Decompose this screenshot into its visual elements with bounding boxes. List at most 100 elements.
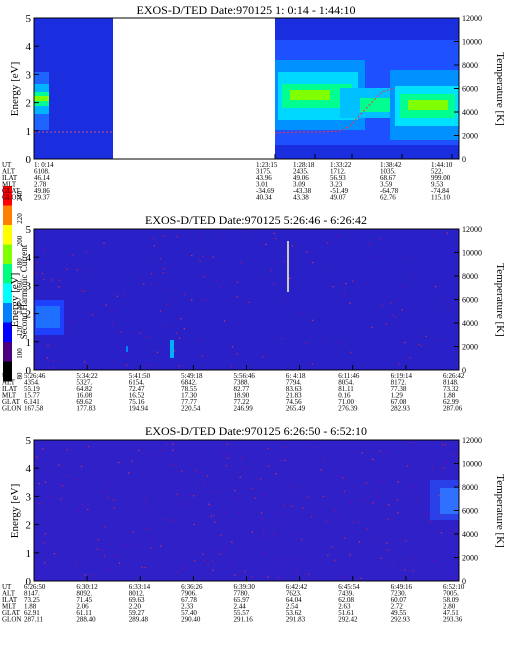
noise-speck <box>223 511 225 513</box>
noise-speck <box>150 273 153 275</box>
noise-speck <box>251 487 253 489</box>
table-cell: 49.55 <box>391 609 407 617</box>
table-cell: 2.80 <box>443 603 456 611</box>
table-cell: 77.22 <box>234 398 250 406</box>
table-cell: 64.82 <box>76 385 92 393</box>
colorbar-label: Second Harmonic Current <box>19 244 29 339</box>
noise-speck <box>235 497 237 499</box>
panel-1-yticks-right: 0 2000 4000 6000 8000 10000 12000 <box>454 14 482 164</box>
noise-speck <box>227 457 229 459</box>
noise-speck <box>239 505 241 507</box>
table-row-label: UT <box>2 161 12 169</box>
table-row-label: MLT <box>2 392 17 400</box>
noise-speck <box>241 457 243 459</box>
noise-speck <box>199 339 201 341</box>
table-row-label: UT <box>2 372 12 380</box>
noise-speck <box>207 563 209 566</box>
ytick-label: 5 <box>26 13 32 25</box>
table-cell: 1: 0:14 <box>34 161 54 169</box>
noise-speck <box>239 476 241 478</box>
noise-speck <box>381 480 383 482</box>
noise-speck <box>220 450 222 452</box>
noise-speck <box>284 446 287 448</box>
noise-speck <box>334 559 336 561</box>
noise-speck <box>207 503 210 505</box>
noise-speck <box>103 242 105 244</box>
noise-speck <box>172 443 174 445</box>
table-row-label: MLT <box>2 603 17 611</box>
noise-speck <box>241 231 244 233</box>
ytick-label: 0 <box>26 576 32 588</box>
panel-2-ylabel: Energy [eV] <box>9 273 21 327</box>
table-cell: 67.08 <box>391 398 407 406</box>
noise-speck <box>289 277 291 279</box>
table-cell: 6:39:30 <box>234 583 256 591</box>
table-cell: 1:28:18 <box>293 161 315 169</box>
noise-speck <box>282 513 284 515</box>
table-cell: 5327. <box>76 379 92 387</box>
noise-speck <box>301 538 303 540</box>
table-cell: 15.77 <box>24 392 40 400</box>
table-cell: 293.36 <box>443 616 463 624</box>
noise-speck <box>211 549 213 551</box>
table-cell: 1.29 <box>391 392 404 400</box>
noise-speck <box>417 500 420 502</box>
noise-speck <box>42 448 44 450</box>
table-cell: 8147. <box>24 590 40 598</box>
noise-speck <box>97 548 99 550</box>
noise-speck <box>447 306 449 308</box>
table-cell: 43.38 <box>293 194 309 202</box>
panel-2-title: EXOS-D/TED Date:970125 5:26:46 - 6:26:42 <box>145 213 367 227</box>
noise-speck <box>375 492 377 494</box>
noise-speck <box>236 281 238 284</box>
noise-speck <box>435 285 437 288</box>
table-row-label: GLAT <box>2 609 21 617</box>
table-cell: 71.00 <box>338 398 354 406</box>
noise-speck <box>418 343 420 346</box>
table-row-label: GLAT <box>2 187 21 195</box>
noise-speck <box>67 332 69 334</box>
colorbar-block <box>3 264 12 284</box>
table-cell: 292.93 <box>391 616 411 624</box>
table-cell: 16.52 <box>129 392 145 400</box>
noise-speck <box>41 272 44 275</box>
table-cell: 7906. <box>181 590 197 598</box>
table-cell: 6108. <box>34 168 50 176</box>
noise-speck <box>200 236 202 238</box>
noise-speck <box>357 522 360 524</box>
table-cell: 65.97 <box>234 596 250 604</box>
noise-speck <box>97 538 99 541</box>
table-cell: 62.91 <box>24 609 40 617</box>
ytick-label: 1 <box>26 337 32 349</box>
noise-speck <box>200 471 202 474</box>
ytick-label: 1 <box>26 548 32 560</box>
noise-speck <box>360 577 362 579</box>
table-cell: 6:26:50 <box>24 583 46 591</box>
noise-speck <box>47 344 49 347</box>
ytick-label: 4 <box>26 252 32 264</box>
noise-speck <box>180 318 182 320</box>
table-cell: 3.59 <box>380 181 393 189</box>
noise-speck <box>212 256 214 258</box>
noise-speck <box>386 542 388 544</box>
table-cell: 7780. <box>234 590 250 598</box>
noise-speck <box>230 564 232 566</box>
noise-speck <box>428 513 431 515</box>
noise-speck <box>132 531 134 533</box>
noise-speck <box>335 514 338 516</box>
noise-speck <box>195 470 197 472</box>
noise-speck <box>450 532 453 534</box>
noise-speck <box>108 484 110 486</box>
noise-speck <box>36 272 38 274</box>
table-cell: 291.83 <box>286 616 306 624</box>
table-cell: 59.27 <box>129 609 145 617</box>
panel-2-yticks: 0 1 2 3 4 5 <box>26 224 39 377</box>
noise-speck <box>202 553 204 555</box>
noise-speck <box>92 575 94 577</box>
panel-3-title: EXOS-D/TED Date:970125 6:26:50 - 6:52:10 <box>145 424 367 438</box>
table-cell: 1:23:15 <box>256 161 278 169</box>
noise-speck <box>162 272 164 274</box>
panel-3-spectrogram <box>34 440 459 581</box>
